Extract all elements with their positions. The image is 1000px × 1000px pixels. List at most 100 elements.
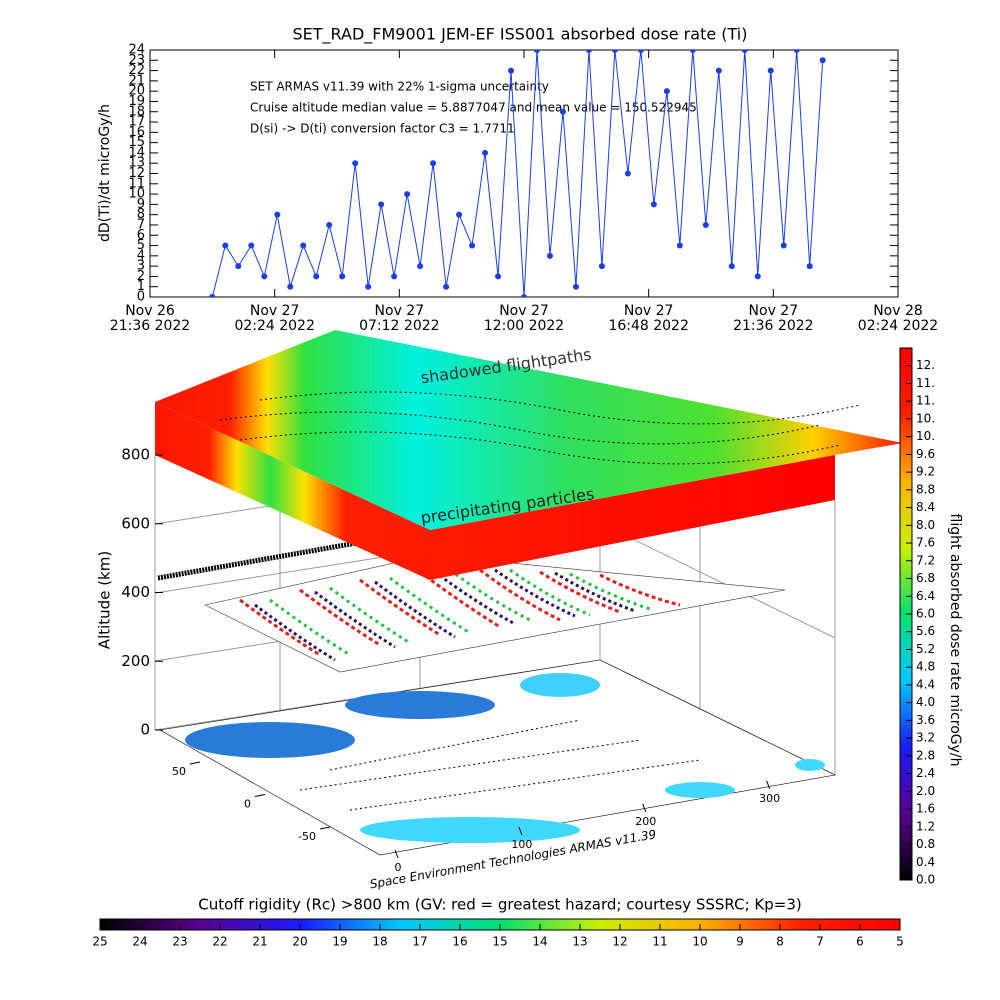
point <box>793 50 800 53</box>
colorbar-tick-label: 5 <box>896 935 904 949</box>
y-tick-label: 3 <box>137 259 145 274</box>
y-tick-label: 16 <box>128 125 145 140</box>
point <box>780 242 787 249</box>
colorbar-tick-label: 0.8 <box>916 837 935 851</box>
colorbar-tick-label: 18 <box>372 935 387 949</box>
colorbar-tick-label: 3.6 <box>916 713 935 727</box>
colorbar-tick-label: 20 <box>292 935 307 949</box>
series <box>209 50 826 297</box>
y-tick-label: 11 <box>128 176 145 191</box>
point <box>546 252 553 259</box>
colorbar-tick-label: 7.2 <box>916 553 935 567</box>
lon-tick <box>642 803 647 813</box>
colorbar-tick-label: 1.6 <box>916 802 935 816</box>
point <box>689 50 696 53</box>
lon-tick-label: 100 <box>511 838 532 851</box>
point <box>819 57 826 64</box>
point <box>274 211 281 218</box>
z-tick-label: 400 <box>121 583 150 601</box>
lat-tick <box>319 826 331 830</box>
y-tick-label: 19 <box>128 94 145 109</box>
colorbar-tick-label: 8 <box>776 935 784 949</box>
point <box>702 221 709 228</box>
colorbar-tick-label: 5.6 <box>916 624 935 638</box>
y-tick-label: 10 <box>128 187 145 202</box>
lon-tick-label: 0 <box>395 861 402 874</box>
colorbar-tick-label: 23 <box>172 935 187 949</box>
y-tick-label: 0 <box>137 290 145 305</box>
colorbar-tick-label: 6.4 <box>916 589 935 603</box>
lon-tick <box>518 826 523 836</box>
y-tick-label: 14 <box>128 145 145 160</box>
point <box>469 242 476 249</box>
point <box>365 283 372 290</box>
colorbar-label: flight absorbed dose rate microGy/h <box>947 514 963 767</box>
point <box>637 50 644 53</box>
point <box>482 149 489 156</box>
point <box>741 50 748 53</box>
colorbar-tick-label: 11 <box>652 935 667 949</box>
point <box>521 294 527 297</box>
point <box>676 242 683 249</box>
point <box>209 294 216 297</box>
point <box>352 160 359 167</box>
x-tick-label: Nov 27 07:12 2022 <box>359 303 440 334</box>
colorbar-tick-label: 22 <box>212 935 227 949</box>
point <box>417 263 424 270</box>
colorbar-tick-label: 0.0 <box>916 873 935 887</box>
map-plane <box>159 659 836 856</box>
point <box>326 221 333 228</box>
y-tick-label: 15 <box>128 135 145 150</box>
colorbar-tick-label: 9.6 <box>916 447 935 461</box>
colorbar-tick-label: 19 <box>332 935 347 949</box>
z-tick-label: 800 <box>121 446 150 464</box>
y-tick-label: 21 <box>128 73 145 88</box>
point <box>300 242 307 249</box>
colorbar-tick-label: 17 <box>412 935 427 949</box>
colorbar-tick-label: 6.8 <box>916 571 935 585</box>
colorbar-tick-label: 4.8 <box>916 660 935 674</box>
colorbar-tick-label: 6 <box>856 935 864 949</box>
point <box>598 263 605 270</box>
point <box>313 273 320 280</box>
colorbar-tick-label: 8.4 <box>916 500 935 514</box>
point <box>495 273 502 280</box>
colorbar-tick-label: 5.2 <box>916 642 935 656</box>
point <box>663 88 670 95</box>
colorbar-tick-label: 4.4 <box>916 677 935 691</box>
point <box>391 273 398 280</box>
colorbar-tick-label: 3.2 <box>916 731 935 745</box>
colorbar-tick-label: 21 <box>252 935 267 949</box>
point <box>650 201 657 208</box>
y-tick-label: 24 <box>128 43 145 58</box>
y-tick-label: 17 <box>128 115 145 130</box>
y-tick-label: 7 <box>137 217 145 232</box>
colorbar-tick-label: 14 <box>532 935 547 949</box>
point <box>585 50 592 53</box>
colorbar-tick-label: 7 <box>816 935 824 949</box>
colorbar-tick-label: 15 <box>492 935 507 949</box>
point <box>404 191 411 198</box>
colorbar-tick-label: 6.0 <box>916 607 935 621</box>
x-tick-label: Nov 27 21:36 2022 <box>733 303 814 334</box>
y-tick-label: 23 <box>128 53 145 68</box>
point <box>754 273 761 280</box>
colorbar-tick-label: 9.2 <box>916 465 935 479</box>
y-tick-label: 12 <box>128 166 145 181</box>
lat-tick <box>189 761 201 765</box>
point <box>806 263 813 270</box>
lon-tick-label: 200 <box>635 815 656 828</box>
x-tick-label: Nov 26 21:36 2022 <box>109 303 191 334</box>
point <box>248 242 255 249</box>
y-tick-label: 4 <box>137 248 145 263</box>
x-tick-label: Nov 27 02:24 2022 <box>234 303 315 334</box>
point <box>559 108 566 115</box>
colorbar-tick-label: 2.4 <box>916 766 935 780</box>
point <box>728 263 735 270</box>
colorbar-tick-label: 12 <box>612 935 627 949</box>
y-axis-label: dD(Ti)/dt microGy/h <box>97 104 113 242</box>
colorbar-label: Cutoff rigidity (Rc) >800 km (GV: red = … <box>198 896 801 914</box>
z-tick-label: 0 <box>140 721 150 739</box>
point <box>261 273 268 280</box>
